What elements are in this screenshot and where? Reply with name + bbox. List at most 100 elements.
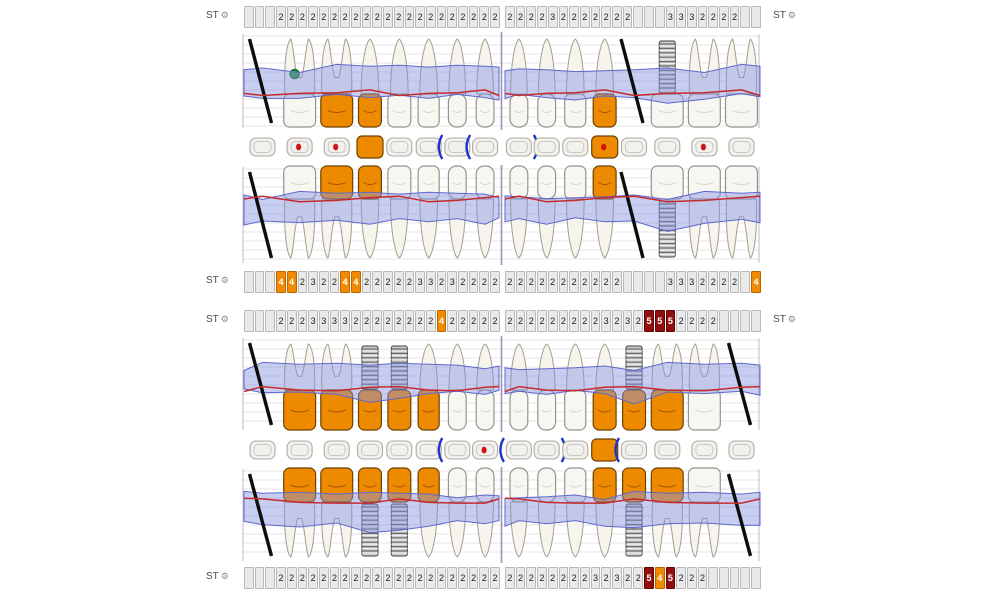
probing-depth-cell[interactable]: 2 bbox=[719, 6, 729, 28]
tooth[interactable] bbox=[509, 343, 529, 431]
probing-depth-cell[interactable]: 2 bbox=[318, 271, 329, 293]
probing-depth-cell[interactable]: 2 bbox=[569, 6, 579, 28]
probing-depth-cell[interactable]: 2 bbox=[547, 567, 558, 589]
tooth[interactable] bbox=[283, 165, 317, 259]
probing-depth-cell[interactable]: 2 bbox=[340, 6, 351, 28]
probing-depth-cell[interactable]: 2 bbox=[329, 271, 340, 293]
tooth[interactable] bbox=[283, 343, 317, 431]
tooth[interactable] bbox=[447, 38, 467, 128]
tooth[interactable] bbox=[357, 345, 382, 431]
probing-depth-cell[interactable] bbox=[265, 310, 276, 332]
probing-depth-cell[interactable]: 3 bbox=[415, 271, 425, 293]
tooth[interactable] bbox=[475, 165, 495, 259]
tooth[interactable] bbox=[475, 467, 495, 558]
probing-depth-cell[interactable]: 2 bbox=[458, 567, 468, 589]
probing-depth-cell[interactable]: 2 bbox=[393, 271, 404, 293]
tooth-occlusal[interactable] bbox=[691, 137, 718, 157]
tooth[interactable] bbox=[724, 165, 758, 259]
probing-depth-cell[interactable] bbox=[719, 567, 729, 589]
probing-depth-cell[interactable] bbox=[654, 271, 665, 293]
tooth-occlusal[interactable] bbox=[415, 137, 442, 157]
probing-depth-cell[interactable]: 2 bbox=[297, 271, 308, 293]
probing-depth-cell[interactable]: 2 bbox=[372, 6, 383, 28]
probing-depth-cell[interactable]: 2 bbox=[404, 310, 415, 332]
probing-depth-cell[interactable]: 2 bbox=[383, 271, 393, 293]
probing-depth-cell[interactable]: 2 bbox=[468, 6, 479, 28]
tooth[interactable] bbox=[592, 467, 617, 558]
tooth-occlusal[interactable] bbox=[437, 437, 471, 463]
tooth-occlusal[interactable] bbox=[323, 440, 350, 460]
probing-depth-cell[interactable]: 2 bbox=[622, 567, 633, 589]
st-gear-icon[interactable]: ⚙ bbox=[220, 314, 229, 324]
probing-depth-cell[interactable]: 3 bbox=[601, 310, 612, 332]
tooth-occlusal[interactable] bbox=[286, 137, 313, 157]
probing-depth-cell[interactable]: 4 bbox=[751, 271, 761, 293]
probing-depth-cell[interactable]: 2 bbox=[526, 6, 537, 28]
probing-depth-cell[interactable]: 3 bbox=[329, 310, 340, 332]
probing-depth-cell[interactable]: 2 bbox=[276, 310, 286, 332]
probing-depth-cell[interactable]: 2 bbox=[297, 567, 308, 589]
probing-depth-cell[interactable]: 2 bbox=[505, 567, 515, 589]
probing-depth-cell[interactable]: 2 bbox=[547, 310, 558, 332]
probing-depth-cell[interactable] bbox=[254, 271, 265, 293]
probing-depth-cell[interactable]: 2 bbox=[404, 567, 415, 589]
probing-depth-cell[interactable]: 2 bbox=[286, 6, 297, 28]
probing-depth-cell[interactable]: 2 bbox=[415, 310, 425, 332]
probing-depth-cell[interactable]: 2 bbox=[479, 567, 490, 589]
probing-depth-cell[interactable]: 2 bbox=[515, 6, 526, 28]
probing-depth-cell[interactable]: 4 bbox=[286, 271, 297, 293]
probing-depth-cell[interactable]: 2 bbox=[404, 271, 415, 293]
probing-depth-cell[interactable]: 2 bbox=[415, 6, 425, 28]
tooth-occlusal[interactable] bbox=[499, 437, 532, 463]
probing-depth-cell[interactable]: 2 bbox=[425, 6, 436, 28]
probing-depth-cell[interactable]: 2 bbox=[537, 6, 547, 28]
tooth[interactable] bbox=[447, 467, 467, 558]
tooth[interactable] bbox=[357, 467, 382, 557]
st-gear-icon[interactable]: ⚙ bbox=[220, 275, 229, 285]
probing-depth-cell[interactable]: 2 bbox=[569, 310, 579, 332]
probing-depth-cell[interactable]: 2 bbox=[308, 6, 318, 28]
probing-depth-cell[interactable]: 2 bbox=[479, 6, 490, 28]
probing-depth-cell[interactable]: 2 bbox=[276, 6, 286, 28]
probing-depth-cell[interactable]: 2 bbox=[558, 6, 569, 28]
probing-depth-cell[interactable]: 2 bbox=[372, 310, 383, 332]
probing-depth-cell[interactable] bbox=[265, 567, 276, 589]
probing-depth-cell[interactable] bbox=[633, 6, 644, 28]
probing-depth-cell[interactable]: 2 bbox=[558, 271, 569, 293]
probing-depth-cell[interactable] bbox=[719, 310, 729, 332]
tooth-occlusal[interactable] bbox=[437, 134, 471, 160]
probing-depth-cell[interactable]: 2 bbox=[479, 310, 490, 332]
probing-depth-cell[interactable]: 2 bbox=[351, 310, 361, 332]
probing-depth-cell[interactable]: 3 bbox=[665, 271, 676, 293]
probing-depth-cell[interactable]: 2 bbox=[579, 310, 590, 332]
probing-depth-cell[interactable]: 2 bbox=[425, 310, 436, 332]
tooth[interactable] bbox=[687, 165, 721, 259]
probing-depth-cell[interactable]: 2 bbox=[351, 567, 361, 589]
probing-depth-cell[interactable] bbox=[244, 310, 254, 332]
probing-depth-cell[interactable]: 3 bbox=[612, 567, 622, 589]
probing-depth-cell[interactable]: 2 bbox=[697, 6, 708, 28]
probing-depth-cell[interactable]: 4 bbox=[654, 567, 665, 589]
probing-depth-cell[interactable] bbox=[729, 310, 740, 332]
probing-depth-cell[interactable]: 2 bbox=[404, 6, 415, 28]
probing-depth-cell[interactable]: 2 bbox=[479, 271, 490, 293]
probing-depth-cell[interactable]: 2 bbox=[537, 310, 547, 332]
probing-depth-cell[interactable] bbox=[622, 271, 633, 293]
probing-depth-cell[interactable] bbox=[644, 271, 654, 293]
tooth-occlusal[interactable] bbox=[728, 440, 755, 460]
tooth-occlusal[interactable] bbox=[728, 137, 755, 157]
probing-depth-cell[interactable]: 2 bbox=[490, 271, 500, 293]
probing-depth-cell[interactable]: 2 bbox=[633, 567, 644, 589]
probing-depth-cell[interactable]: 2 bbox=[633, 310, 644, 332]
tooth-occlusal[interactable] bbox=[356, 440, 384, 460]
probing-depth-cell[interactable]: 2 bbox=[729, 6, 740, 28]
probing-depth-cell[interactable]: 2 bbox=[601, 567, 612, 589]
probing-depth-cell[interactable] bbox=[244, 271, 254, 293]
probing-depth-cell[interactable]: 3 bbox=[547, 6, 558, 28]
probing-depth-cell[interactable]: 3 bbox=[308, 271, 318, 293]
tooth-occlusal[interactable] bbox=[472, 440, 499, 460]
tooth[interactable] bbox=[687, 38, 721, 128]
tooth-occlusal[interactable] bbox=[415, 440, 442, 460]
probing-depth-cell[interactable] bbox=[654, 6, 665, 28]
probing-depth-cell[interactable]: 2 bbox=[515, 271, 526, 293]
